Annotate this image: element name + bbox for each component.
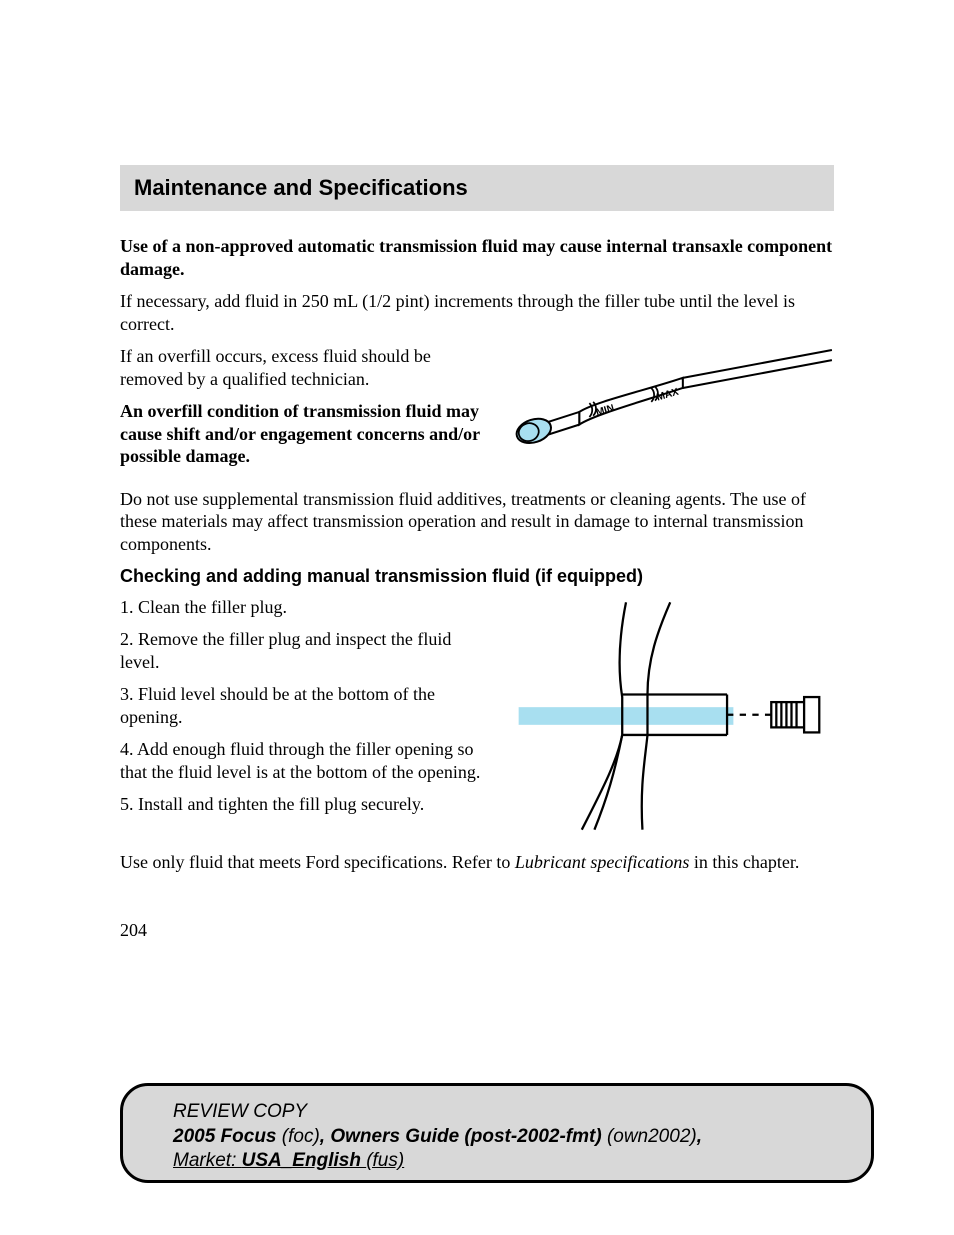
footer-model: 2005 Focus	[173, 1126, 282, 1147]
paragraph-no-additives: Do not use supplemental transmission flu…	[120, 488, 834, 556]
step-5: 5. Install and tighten the fill plug sec…	[120, 793, 488, 816]
section-title: Maintenance and Specifications	[134, 175, 820, 201]
footer-guide: , Owners Guide (post-2002-fmt)	[320, 1126, 607, 1147]
step-4: 4. Add enough fluid through the filler o…	[120, 738, 488, 783]
section-header-bar: Maintenance and Specifications	[120, 165, 834, 211]
fluid-level-highlight	[518, 707, 733, 725]
subheading-manual-transmission: Checking and adding manual transmission …	[120, 565, 834, 588]
use-only-fluid-a: Use only fluid that meets Ford specifica…	[120, 852, 515, 872]
warning-non-approved-fluid: Use of a non-approved automatic transmis…	[120, 235, 834, 280]
overfill-row: If an overfill occurs, excess fluid shou…	[120, 345, 834, 478]
manual-steps-col: 1. Clean the filler plug. 2. Remove the …	[120, 596, 488, 826]
fillplug-figure	[506, 596, 834, 841]
footer-market-label: Market:	[173, 1150, 242, 1171]
footer-market-code: (fus)	[366, 1150, 404, 1171]
use-only-fluid-b: Lubricant specifications	[515, 852, 690, 872]
dipstick-figure: MIN MAX	[506, 345, 834, 464]
paragraph-overfill: If an overfill occurs, excess fluid shou…	[120, 345, 488, 390]
step-2: 2. Remove the filler plug and inspect th…	[120, 628, 488, 673]
footer-line-2: 2005 Focus (foc), Owners Guide (post-200…	[173, 1125, 831, 1150]
footer-market-value: USA_English	[242, 1150, 367, 1171]
warning-overfill-condition: An overfill condition of transmission fl…	[120, 400, 488, 468]
manual-steps-row: 1. Clean the filler plug. 2. Remove the …	[120, 596, 834, 841]
footer-model-code: (foc)	[282, 1126, 320, 1147]
footer-box: REVIEW COPY 2005 Focus (foc), Owners Gui…	[120, 1083, 874, 1183]
step-3: 3. Fluid level should be at the bottom o…	[120, 683, 488, 728]
footer-line-3: Market: USA_English (fus)	[173, 1149, 831, 1174]
use-only-fluid-c: in this chapter.	[689, 852, 799, 872]
step-1: 1. Clean the filler plug.	[120, 596, 488, 619]
paragraph-add-fluid: If necessary, add fluid in 250 mL (1/2 p…	[120, 290, 834, 335]
footer-comma: ,	[697, 1126, 702, 1147]
footer-line-1: REVIEW COPY	[173, 1100, 831, 1125]
page-content: Maintenance and Specifications Use of a …	[0, 0, 954, 873]
fillplug-icon	[506, 596, 834, 836]
dipstick-icon: MIN MAX	[506, 345, 834, 459]
paragraph-use-only-fluid: Use only fluid that meets Ford specifica…	[120, 851, 834, 874]
overfill-text-col: If an overfill occurs, excess fluid shou…	[120, 345, 488, 478]
page-number: 204	[120, 920, 147, 941]
footer-guide-code: (own2002)	[607, 1126, 697, 1147]
